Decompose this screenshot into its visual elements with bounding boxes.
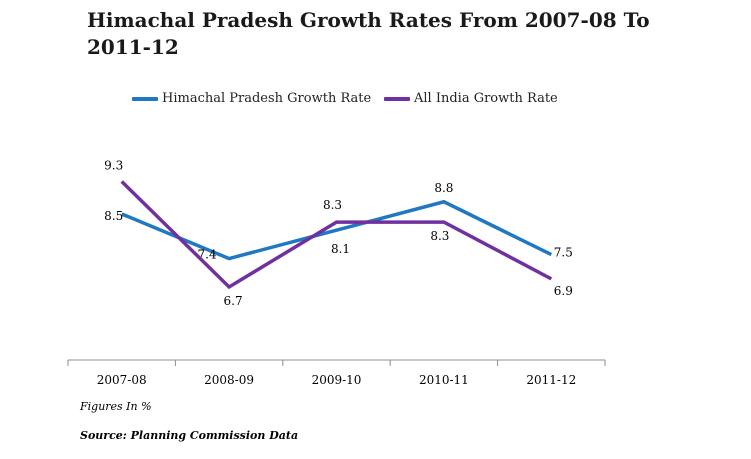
chart-title: Himachal Pradesh Growth Rates From 2007-…: [87, 8, 650, 59]
legend-label-himachal: Himachal Pradesh Growth Rate: [162, 91, 372, 106]
data-label-himachal: 7.5: [554, 246, 573, 260]
data-label-india: 8.3: [430, 229, 449, 243]
x-tick-label: 2008-09: [204, 373, 254, 387]
legend-swatch-himachal: [132, 97, 158, 101]
units-note: Figures In %: [80, 400, 152, 413]
x-tick-label: 2007-08: [97, 373, 147, 387]
data-label-india: 6.7: [224, 294, 243, 308]
x-tick-label: 2011-12: [526, 373, 576, 387]
x-tick-label: 2009-10: [312, 373, 362, 387]
data-label-himachal: 8.5: [104, 209, 123, 223]
data-label-india: 9.3: [104, 159, 123, 173]
data-label-himachal: 7.4: [198, 248, 217, 262]
series-line-india: [120, 180, 553, 290]
series-line-himachal: [121, 199, 553, 261]
data-label-india: 8.3: [323, 198, 342, 212]
source-note: Source: Planning Commission Data: [80, 429, 299, 442]
legend-swatch-india: [384, 97, 410, 101]
data-label-himachal: 8.8: [434, 181, 453, 195]
data-label-himachal: 8.1: [331, 242, 350, 256]
x-tick-label: 2010-11: [419, 373, 469, 387]
legend-label-india: All India Growth Rate: [414, 91, 558, 106]
data-label-india: 6.9: [554, 284, 573, 298]
